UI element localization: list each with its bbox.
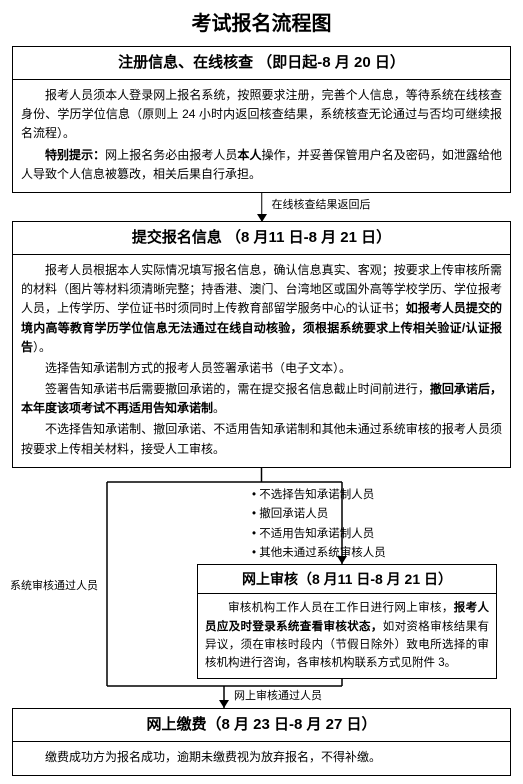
- step2-p3: 签署告知承诺书后需要撤回承诺的，需在提交报名信息截止时间前进行，撤回承诺后，本年…: [21, 380, 502, 418]
- bullet-0: 不选择告知承诺制人员: [252, 486, 386, 506]
- step2-p1: 报考人员根据本人实际情况填写报名信息，确认信息真实、客观；按要求上传审核所需的材…: [21, 261, 502, 357]
- connector-1: 在线核查结果返回后: [12, 193, 511, 221]
- step2-p2: 选择告知承诺制方式的报考人员签署承诺书（电子文本）。: [21, 359, 502, 378]
- connector-1-label: 在线核查结果返回后: [272, 197, 371, 215]
- bullet-1: 撤回承诺人员: [252, 505, 386, 525]
- step3-body: 审核机构工作人员在工作日进行网上审核，报考人员应及时登录系统查看审核状态，如对资…: [198, 594, 496, 678]
- step3-box: 网上审核（8 月11 日-8 月 21 日） 审核机构工作人员在工作日进行网上审…: [197, 564, 497, 679]
- branch-left-label: 系统审核通过人员: [10, 578, 98, 596]
- step4-box: 网上缴费（8 月 23 日-8 月 27 日） 缴费成功方为报名成功，逾期未缴费…: [12, 708, 511, 776]
- step1-header: 注册信息、在线核查 （即日起-8 月 20 日）: [13, 47, 510, 80]
- step1-body: 报考人员须本人登录网上报名系统，按照要求注册，完善个人信息，等待系统在线核查身份…: [13, 80, 510, 192]
- step2-body: 报考人员根据本人实际情况填写报名信息，确认信息真实、客观；按要求上传审核所需的材…: [13, 255, 510, 467]
- step1-p1: 报考人员须本人登录网上报名系统，按照要求注册，完善个人信息，等待系统在线核查身份…: [21, 86, 502, 144]
- page-title: 考试报名流程图: [12, 8, 511, 40]
- step2-header: 提交报名信息 （8 月11 日-8 月 21 日）: [13, 222, 510, 255]
- bullet-2: 不适用告知承诺制人员: [252, 525, 386, 545]
- step3-header: 网上审核（8 月11 日-8 月 21 日）: [198, 565, 496, 594]
- step4-body: 缴费成功方为报名成功，逾期未缴费视为放弃报名，不得补缴。: [13, 742, 510, 775]
- step1-p2: 特别提示：网上报名务必由报考人员本人操作，并妥善保管用户名及密码，如泄露给他人导…: [21, 146, 502, 184]
- step2-box: 提交报名信息 （8 月11 日-8 月 21 日） 报考人员根据本人实际情况填写…: [12, 221, 511, 468]
- bullet-3: 其他未通过系统审核人员: [252, 544, 386, 564]
- step1-box: 注册信息、在线核查 （即日起-8 月 20 日） 报考人员须本人登录网上报名系统…: [12, 46, 511, 193]
- step2-p4: 不选择告知承诺制、撤回承诺、不适用告知承诺制和其他未通过系统审核的报考人员须按要…: [21, 420, 502, 458]
- branch-bullets: 不选择告知承诺制人员 撤回承诺人员 不适用告知承诺制人员 其他未通过系统审核人员: [252, 486, 386, 564]
- step4-p1: 缴费成功方为报名成功，逾期未缴费视为放弃报名，不得补缴。: [21, 748, 502, 767]
- step3-p: 审核机构工作人员在工作日进行网上审核，报考人员应及时登录系统查看审核状态，如对资…: [205, 599, 489, 673]
- step4-header: 网上缴费（8 月 23 日-8 月 27 日）: [13, 709, 510, 742]
- connector-3-label: 网上审核通过人员: [234, 688, 322, 706]
- branch-zone: 系统审核通过人员 不选择告知承诺制人员 撤回承诺人员 不适用告知承诺制人员 其他…: [12, 468, 511, 708]
